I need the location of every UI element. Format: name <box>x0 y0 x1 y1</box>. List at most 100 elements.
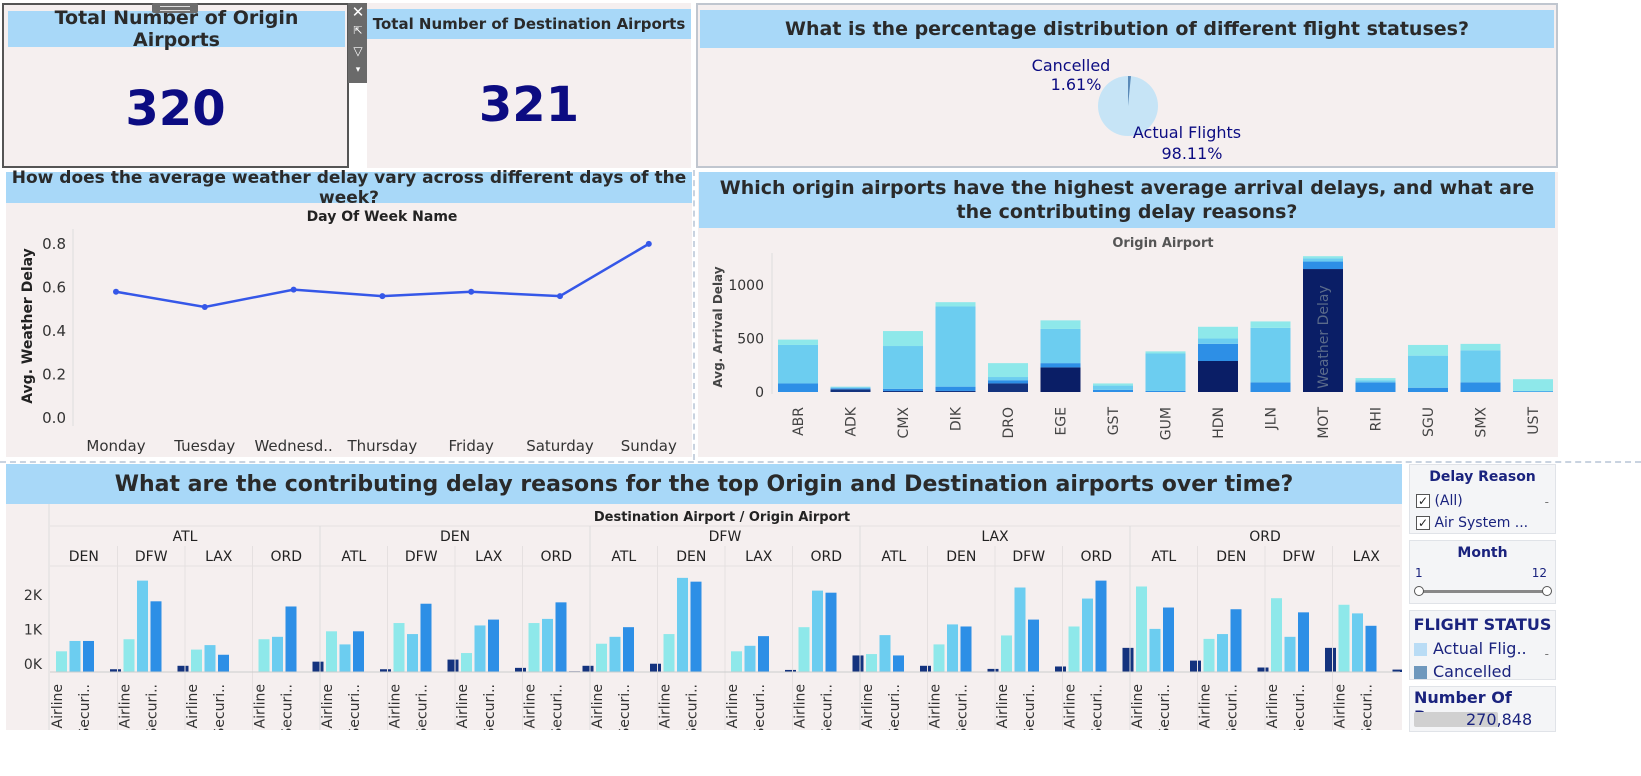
flight-status-pie[interactable] <box>1096 74 1160 138</box>
bottom-bar[interactable] <box>312 661 324 672</box>
bottom-bar[interactable] <box>1136 586 1147 672</box>
weather-data-point[interactable] <box>557 293 563 300</box>
origin-bar-segment[interactable] <box>1408 344 1448 356</box>
top-airports-bar-chart[interactable]: Destination Airport / Origin Airport 0K 1K… <box>6 504 1402 730</box>
origin-bar-segment[interactable] <box>935 386 976 391</box>
bottom-bar[interactable] <box>380 669 391 672</box>
origin-bar-segment[interactable] <box>1145 353 1186 391</box>
bottom-bar[interactable] <box>1325 647 1336 672</box>
origin-bar-segment[interactable] <box>1460 382 1501 392</box>
bottom-bar[interactable] <box>285 606 297 672</box>
origin-bar-segment[interactable] <box>1355 380 1396 383</box>
bottom-bar[interactable] <box>326 631 337 672</box>
checkbox-icon[interactable]: ✓ <box>1416 494 1430 508</box>
bottom-bar[interactable] <box>798 627 810 672</box>
bottom-bar[interactable] <box>1352 613 1363 672</box>
bottom-bar[interactable] <box>731 651 742 672</box>
filter-option-air-system[interactable]: ✓ Air System ... <box>1416 515 1529 531</box>
origin-bar-segment[interactable] <box>778 339 818 345</box>
origin-bar-segment[interactable] <box>883 346 923 389</box>
bottom-bar[interactable] <box>960 626 972 672</box>
origin-bar-segment[interactable] <box>1513 390 1553 392</box>
bottom-bar[interactable] <box>1095 580 1107 672</box>
origin-bar-segment[interactable] <box>830 388 871 390</box>
month-slider-track[interactable] <box>1419 590 1547 593</box>
weather-data-point[interactable] <box>468 288 475 295</box>
origin-bar-segment[interactable] <box>1250 321 1291 328</box>
bottom-bar[interactable] <box>123 639 135 672</box>
bottom-bar[interactable] <box>744 645 756 672</box>
origin-bar-segment[interactable] <box>1093 385 1133 390</box>
bottom-bar[interactable] <box>677 577 688 672</box>
bottom-bar[interactable] <box>1257 667 1269 672</box>
scroll-collapse-icon[interactable]: - <box>1544 647 1549 661</box>
bottom-bar[interactable] <box>1203 638 1215 672</box>
bottom-bar[interactable] <box>582 665 594 672</box>
bottom-bar[interactable] <box>177 665 189 672</box>
legend-item-cancelled[interactable]: Cancelled <box>1414 662 1512 679</box>
bottom-bar[interactable] <box>933 644 945 672</box>
bottom-bar[interactable] <box>690 581 702 672</box>
legend-item-actual[interactable]: Actual Flig.. <box>1414 639 1527 658</box>
bottom-bar[interactable] <box>1298 612 1309 672</box>
bottom-bar[interactable] <box>987 668 999 672</box>
origin-bar-segment[interactable] <box>1040 320 1081 329</box>
bottom-bar[interactable] <box>920 665 931 672</box>
origin-bar-segment[interactable] <box>1040 367 1081 392</box>
origin-bar-segment[interactable] <box>778 344 818 384</box>
month-slider-min-handle[interactable] <box>1414 586 1424 596</box>
more-options-icon[interactable]: ▾ <box>355 65 361 75</box>
origin-bar-segment[interactable] <box>1198 360 1238 392</box>
origin-bar-segment[interactable] <box>1145 351 1186 354</box>
bottom-bar[interactable] <box>1338 604 1350 672</box>
bottom-bar[interactable] <box>1284 636 1296 672</box>
bottom-bar[interactable] <box>191 649 202 672</box>
bottom-bar[interactable] <box>258 639 270 672</box>
kpi-destination-card[interactable]: Total Number of Destination Airports 321 <box>367 3 691 168</box>
origin-bar-segment[interactable] <box>1040 328 1081 364</box>
bottom-bar[interactable] <box>1055 666 1066 672</box>
close-icon[interactable]: ✕ <box>351 3 365 21</box>
bottom-bar[interactable] <box>407 634 418 672</box>
bottom-bar[interactable] <box>866 654 877 672</box>
origin-bar-segment[interactable] <box>1198 343 1238 361</box>
origin-bar-segment[interactable] <box>830 386 871 388</box>
filter-icon[interactable]: ▽ <box>353 44 363 58</box>
origin-bar-segment[interactable] <box>1250 327 1291 383</box>
checkbox-icon[interactable]: ✓ <box>1416 516 1430 530</box>
bottom-bar[interactable] <box>218 654 229 672</box>
bottom-bar[interactable] <box>1365 625 1377 672</box>
bottom-bar[interactable] <box>488 619 499 672</box>
month-slider-max-handle[interactable] <box>1542 586 1552 596</box>
bottom-bar[interactable] <box>56 651 67 672</box>
bottom-bar[interactable] <box>515 667 526 672</box>
bottom-bar[interactable] <box>1149 628 1161 672</box>
origin-bar-segment[interactable] <box>1408 387 1448 392</box>
origin-bar-segment[interactable] <box>883 388 923 391</box>
bottom-bar[interactable] <box>474 625 486 672</box>
weather-data-point[interactable] <box>379 293 386 300</box>
origin-bar-segment[interactable] <box>883 331 923 347</box>
bottom-bar[interactable] <box>461 653 472 672</box>
bottom-bar[interactable] <box>1190 660 1201 672</box>
bottom-bar[interactable] <box>83 640 94 672</box>
bottom-bar[interactable] <box>1163 607 1174 672</box>
origin-bar-segment[interactable] <box>778 383 818 392</box>
bottom-bar[interactable] <box>555 602 567 672</box>
weather-line-chart[interactable]: Day Of Week Name Avg. Weather Delay 0.0 0.2… <box>6 203 692 457</box>
bottom-bar[interactable] <box>1122 647 1134 672</box>
origin-bar-segment[interactable] <box>1513 379 1553 391</box>
origin-bar-segment[interactable] <box>1355 382 1396 392</box>
bottom-bar[interactable] <box>150 601 162 672</box>
bottom-bar[interactable] <box>893 655 904 672</box>
origin-bar-segment[interactable] <box>935 390 976 392</box>
bottom-bar[interactable] <box>542 618 553 672</box>
origin-bar-segment[interactable] <box>1198 326 1238 339</box>
origin-bar-segment[interactable] <box>1303 258 1343 262</box>
bottom-bar[interactable] <box>785 669 796 672</box>
open-link-icon[interactable]: ⇱ <box>353 24 363 37</box>
origin-bar-segment[interactable] <box>1145 390 1186 392</box>
bottom-bar[interactable] <box>1028 619 1039 672</box>
origin-bar-segment[interactable] <box>1040 363 1081 368</box>
bottom-bar[interactable] <box>272 636 283 672</box>
